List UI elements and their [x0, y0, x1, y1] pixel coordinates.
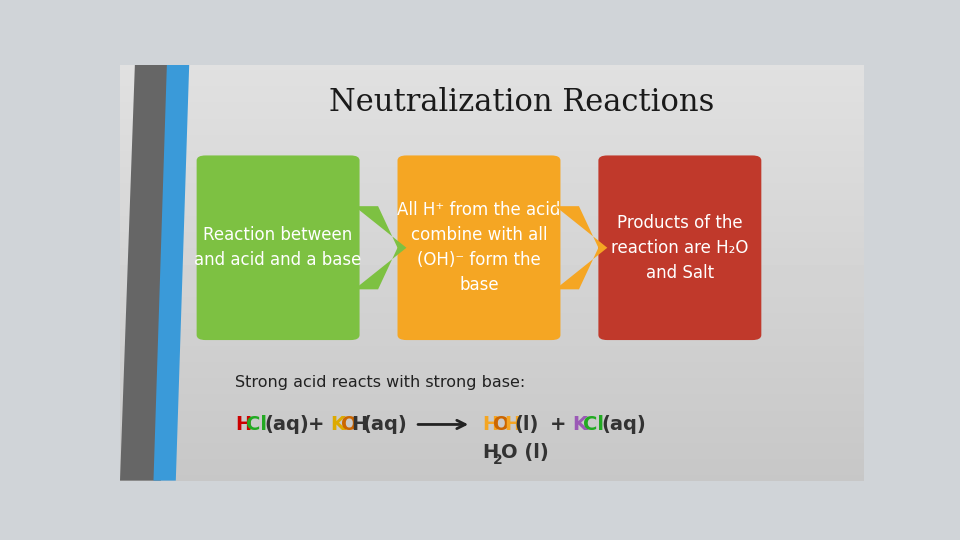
Text: (l): (l)	[515, 415, 539, 434]
Text: Strong acid reacts with strong base:: Strong acid reacts with strong base:	[235, 375, 525, 390]
Text: 2: 2	[492, 453, 502, 467]
Text: H: H	[235, 415, 252, 434]
Text: (aq): (aq)	[362, 415, 407, 434]
Text: H: H	[351, 415, 368, 434]
Text: O: O	[493, 415, 510, 434]
Text: +: +	[308, 415, 324, 434]
Text: (aq): (aq)	[264, 415, 309, 434]
Text: +: +	[550, 415, 566, 434]
Text: Cl: Cl	[246, 415, 267, 434]
Text: H: H	[504, 415, 520, 434]
Text: H: H	[483, 415, 499, 434]
Polygon shape	[120, 65, 176, 481]
Text: Cl: Cl	[584, 415, 604, 434]
Text: H: H	[483, 443, 499, 462]
Polygon shape	[154, 65, 189, 481]
Text: Reaction between
and acid and a base: Reaction between and acid and a base	[195, 226, 362, 269]
Text: All H⁺ from the acid
combine with all
(OH)⁻ form the
base: All H⁺ from the acid combine with all (O…	[397, 201, 561, 294]
FancyBboxPatch shape	[197, 156, 360, 340]
Text: K: K	[330, 415, 345, 434]
FancyBboxPatch shape	[397, 156, 561, 340]
Text: Products of the
reaction are H₂O
and Salt: Products of the reaction are H₂O and Sal…	[612, 214, 749, 282]
Polygon shape	[555, 206, 608, 289]
Polygon shape	[354, 206, 406, 289]
Text: (aq): (aq)	[602, 415, 646, 434]
Text: Neutralization Reactions: Neutralization Reactions	[329, 87, 714, 118]
FancyBboxPatch shape	[598, 156, 761, 340]
Text: K: K	[572, 415, 588, 434]
Text: O (l): O (l)	[501, 443, 549, 462]
Text: O: O	[341, 415, 357, 434]
